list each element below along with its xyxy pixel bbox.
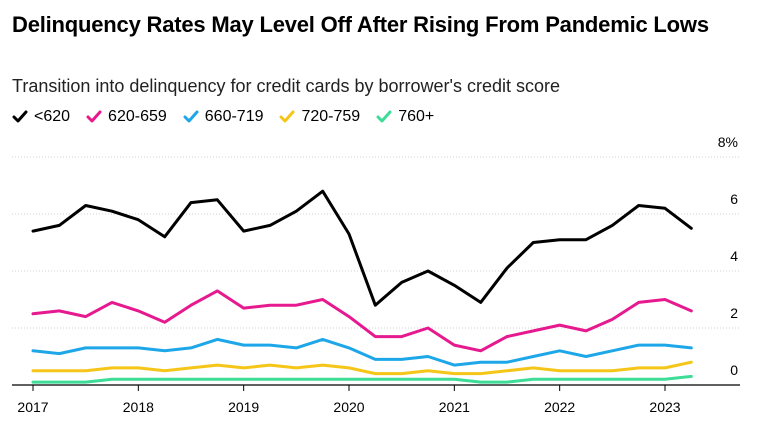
x-tick-label: 2019 [228,399,259,415]
series-line-660-719 [31,337,693,367]
y-axis: 0 2 4 6 8% [718,134,738,378]
series-line-760 [31,374,693,384]
legend-item-720-759: 720-759 [279,108,360,126]
x-tick-label: 2017 [17,399,48,415]
legend-check-icon [12,109,28,125]
legend-label: <620 [34,108,71,125]
series-lines [31,189,693,384]
y-tick-label: 8% [718,134,738,150]
chart-title: Delinquency Rates May Level Off After Ri… [12,12,709,37]
legend-label: 620-659 [108,108,167,125]
x-tick-label: 2021 [439,399,470,415]
y-tick-label: 2 [730,305,738,321]
x-tick-label: 2022 [544,399,575,415]
series-line-620 [31,189,693,307]
legend-item-760-plus: 760+ [376,108,434,126]
chart-subtitle: Transition into delinquency for credit c… [12,76,561,96]
legend-check-icon [86,109,102,125]
y-tick-label: 4 [730,248,738,264]
legend-label: 760+ [398,108,435,125]
x-tick-label: 2020 [333,399,364,415]
legend-item-lt620: <620 [12,108,70,126]
gridlines [12,156,740,386]
legend-item-660-719: 660-719 [183,108,264,126]
series-line-620-659 [31,289,693,353]
legend-label: 660-719 [204,108,264,125]
x-axis: 2017 2018 2019 2020 2021 2022 2023 [17,385,681,415]
legend-check-icon [183,109,199,125]
y-tick-label: 0 [730,362,738,378]
legend-check-icon [279,109,295,125]
legend-check-icon [376,109,392,125]
chart-legend: <620 620-659 660-719 720-759 760+ [12,108,434,126]
legend-label: 720-759 [301,108,361,125]
legend-item-620-659: 620-659 [86,108,167,126]
x-tick-label: 2018 [123,399,154,415]
y-tick-label: 6 [730,191,738,207]
series-line-720-759 [31,360,693,376]
x-tick-label: 2023 [649,399,680,415]
